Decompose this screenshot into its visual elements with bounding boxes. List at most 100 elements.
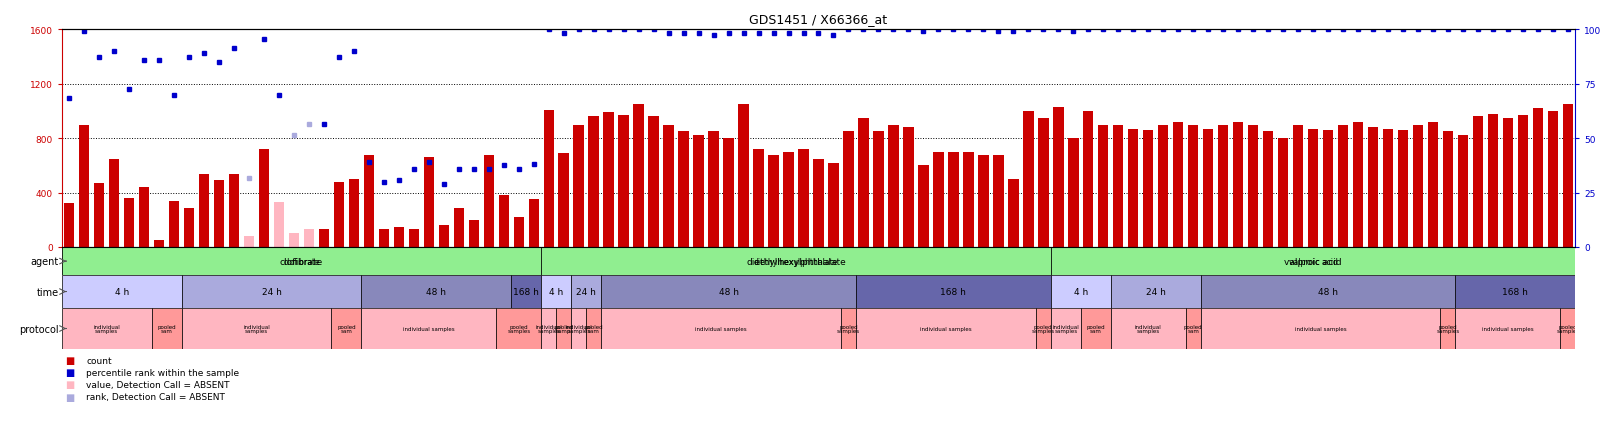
- Bar: [109, 159, 120, 247]
- Bar: [1203, 129, 1212, 247]
- Bar: [678, 132, 688, 247]
- Bar: [540, 276, 571, 308]
- Bar: [498, 196, 508, 247]
- Text: clofibrate: clofibrate: [282, 257, 320, 266]
- Bar: [214, 181, 224, 247]
- Bar: [333, 182, 344, 247]
- Bar: [857, 118, 868, 247]
- Bar: [813, 159, 823, 247]
- Bar: [855, 276, 1050, 308]
- Bar: [183, 208, 195, 247]
- Text: individual samples: individual samples: [403, 326, 454, 331]
- Text: pooled
sam: pooled sam: [1086, 324, 1104, 333]
- Text: 168 h: 168 h: [513, 287, 539, 296]
- Text: pooled
sam: pooled sam: [338, 324, 355, 333]
- Bar: [841, 308, 855, 349]
- Bar: [304, 230, 313, 247]
- Bar: [1352, 122, 1362, 247]
- Bar: [1381, 129, 1393, 247]
- Text: clofibrate: clofibrate: [279, 257, 323, 266]
- Bar: [1110, 308, 1185, 349]
- Bar: [1337, 125, 1347, 247]
- Bar: [362, 308, 497, 349]
- Bar: [453, 208, 464, 247]
- Bar: [362, 276, 511, 308]
- Text: diethylhexylphthalate: diethylhexylphthalate: [745, 257, 846, 266]
- Bar: [662, 125, 674, 247]
- Bar: [708, 132, 719, 247]
- Bar: [258, 150, 269, 247]
- Bar: [484, 155, 493, 247]
- Text: pooled
samples: pooled samples: [1031, 324, 1055, 333]
- Bar: [1199, 308, 1440, 349]
- Text: ■: ■: [65, 380, 75, 389]
- Bar: [527, 200, 539, 247]
- Bar: [438, 226, 450, 247]
- Bar: [540, 308, 557, 349]
- Bar: [469, 220, 479, 247]
- Bar: [1050, 308, 1079, 349]
- Text: individual samples: individual samples: [920, 326, 971, 331]
- Bar: [1050, 247, 1574, 276]
- Bar: [1323, 131, 1332, 247]
- Text: percentile rank within the sample: percentile rank within the sample: [86, 368, 239, 377]
- Bar: [1472, 117, 1482, 247]
- Text: protocol: protocol: [19, 324, 58, 334]
- Bar: [140, 187, 149, 247]
- Bar: [378, 230, 390, 247]
- Bar: [169, 201, 179, 247]
- Bar: [274, 203, 284, 247]
- Text: 24 h: 24 h: [576, 287, 596, 296]
- Bar: [586, 308, 601, 349]
- Bar: [229, 174, 239, 247]
- Bar: [1050, 247, 1574, 276]
- Bar: [573, 125, 584, 247]
- Text: pooled
samples: pooled samples: [506, 324, 531, 333]
- Bar: [540, 247, 1050, 276]
- Bar: [1487, 115, 1496, 247]
- Text: agent: agent: [31, 256, 58, 266]
- Bar: [1022, 112, 1032, 247]
- Bar: [318, 230, 329, 247]
- Bar: [948, 152, 958, 247]
- Text: pooled
sam: pooled sam: [157, 324, 175, 333]
- Bar: [1035, 308, 1050, 349]
- Bar: [62, 276, 182, 308]
- Bar: [1112, 125, 1123, 247]
- Bar: [633, 105, 643, 247]
- Bar: [123, 198, 135, 247]
- Bar: [1561, 105, 1573, 247]
- Bar: [933, 152, 943, 247]
- Bar: [1454, 308, 1560, 349]
- Bar: [154, 240, 164, 247]
- Bar: [962, 152, 974, 247]
- Bar: [1217, 125, 1227, 247]
- Bar: [1427, 122, 1438, 247]
- Bar: [902, 128, 914, 247]
- Text: value, Detection Call = ABSENT: value, Detection Call = ABSENT: [86, 380, 229, 389]
- Bar: [842, 132, 854, 247]
- Text: individual
samples: individual samples: [243, 324, 269, 333]
- Bar: [1110, 276, 1199, 308]
- Bar: [571, 276, 601, 308]
- Text: individual samples: individual samples: [1482, 326, 1532, 331]
- Bar: [1454, 276, 1574, 308]
- Text: 48 h: 48 h: [717, 287, 738, 296]
- Text: individual
samples: individual samples: [1052, 324, 1078, 333]
- Bar: [151, 308, 182, 349]
- Bar: [722, 139, 734, 247]
- Bar: [557, 308, 571, 349]
- Bar: [601, 276, 855, 308]
- Bar: [873, 132, 883, 247]
- Bar: [799, 150, 808, 247]
- Text: individual
samples: individual samples: [93, 324, 120, 333]
- Bar: [1263, 132, 1272, 247]
- Bar: [1441, 132, 1453, 247]
- Text: individual samples: individual samples: [695, 326, 747, 331]
- Bar: [1052, 108, 1063, 247]
- Bar: [544, 110, 553, 247]
- Bar: [1560, 308, 1574, 349]
- Bar: [828, 163, 837, 247]
- Bar: [94, 184, 104, 247]
- Bar: [1143, 131, 1152, 247]
